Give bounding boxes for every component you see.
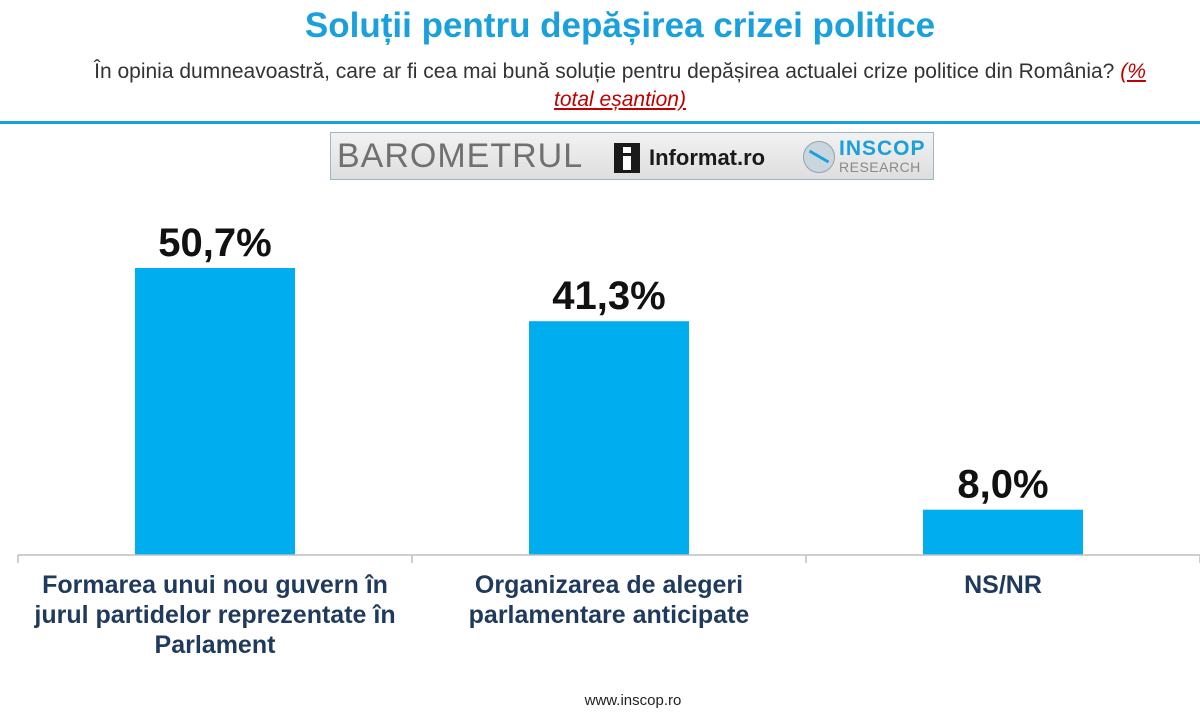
informat-i-icon — [614, 143, 640, 173]
category-label: NS/NR — [964, 571, 1042, 599]
bar-series: 50,7% 41,3% 8,0% — [135, 221, 1083, 555]
bar-2 — [529, 321, 689, 555]
inscop-globe-icon — [803, 141, 835, 173]
footer-website: www.inscop.ro — [584, 692, 682, 709]
bar-value-label: 8,0% — [957, 463, 1048, 507]
category-label: Organizarea de alegeri parlamentare anti… — [468, 571, 750, 629]
research-wordmark: RESEARCH — [839, 159, 921, 175]
category-axis — [17, 554, 1200, 563]
bar-value-label: 50,7% — [158, 221, 271, 265]
bar-value-label: 41,3% — [552, 274, 665, 318]
inscop-wordmark: INSCOP — [839, 137, 926, 160]
survey-question: În opinia dumneavoastră, care ar fi cea … — [80, 58, 1160, 114]
bar-1 — [135, 268, 295, 555]
header-divider — [0, 121, 1200, 124]
question-text: În opinia dumneavoastră, care ar fi cea … — [94, 60, 1115, 83]
category-label: Formarea unui nou guvern în jurul partid… — [34, 571, 396, 659]
barometru-wordmark: BAROMETRUL — [337, 137, 584, 175]
informat-wordmark: Informat.ro — [649, 145, 766, 170]
bar-3 — [923, 509, 1083, 555]
chart-title: Soluții pentru depășirea crizei politice — [304, 6, 936, 45]
sample-note: (% total eșantion) — [554, 60, 1146, 111]
barometer-logo-banner: BAROMETRUL Informat.ro INSCOP RESEARCH — [330, 132, 934, 180]
